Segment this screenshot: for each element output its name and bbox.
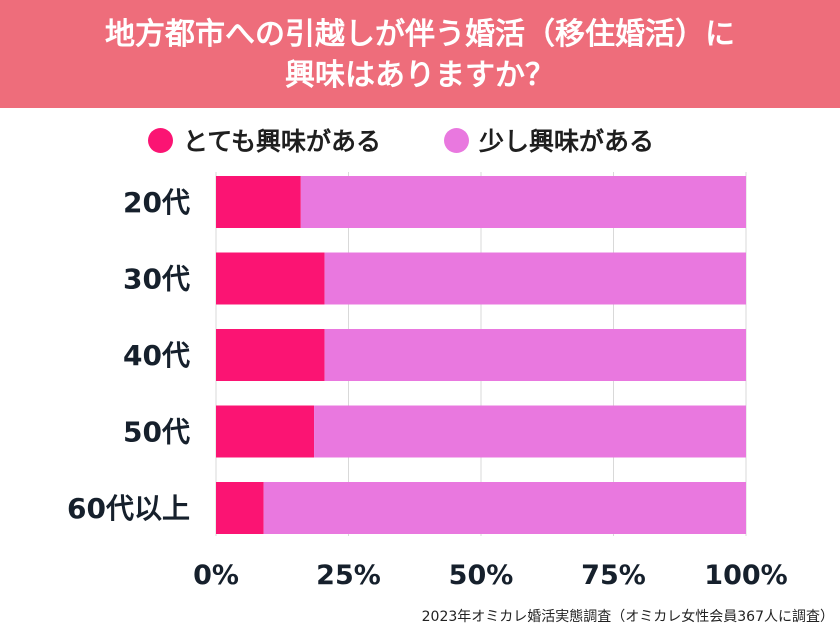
- chart-title-line-2: 興味はありますか？: [285, 58, 555, 93]
- bar-segment: [216, 482, 264, 534]
- x-tick-label: 100%: [704, 560, 787, 591]
- bar-segment: [216, 405, 315, 458]
- bar-segment: [263, 482, 746, 534]
- bar-segment: [216, 329, 325, 381]
- legend-label-somewhat-interested: 少し興味がある: [479, 127, 655, 156]
- legend: とても興味がある 少し興味がある: [0, 120, 840, 160]
- bar-segment: [324, 252, 746, 305]
- bar-segment: [300, 176, 746, 228]
- legend-item-very-interested: とても興味がある: [148, 120, 381, 160]
- legend-swatch-somewhat-interested: [444, 127, 469, 153]
- bar-segment: [216, 252, 325, 305]
- title-banner: 地方都市への引越しが伴う婚活（移住婚活）に 興味はありますか？: [0, 0, 840, 108]
- x-tick-label: 75%: [581, 560, 646, 591]
- legend-label-very-interested: とても興味がある: [183, 127, 382, 156]
- category-label: 50代: [123, 416, 190, 449]
- legend-item-somewhat-interested: 少し興味がある: [444, 120, 654, 160]
- legend-swatch-very-interested: [148, 127, 173, 153]
- category-label: 60代以上: [67, 492, 190, 525]
- bar-segment: [324, 329, 746, 381]
- chart-title-line-1: 地方都市への引越しが伴う婚活（移住婚活）に: [105, 17, 735, 52]
- category-label: 30代: [123, 263, 190, 296]
- bar-segment: [216, 176, 301, 228]
- x-tick-label: 0%: [193, 560, 239, 591]
- category-label: 40代: [123, 339, 190, 372]
- bar-segment: [314, 405, 746, 458]
- source-footnote: 2023年オミカレ婚活実態調査（オミカレ女性会員367人に調査）: [421, 609, 834, 625]
- category-label: 20代: [123, 186, 190, 219]
- x-tick-label: 25%: [316, 560, 381, 591]
- x-tick-label: 50%: [449, 560, 514, 591]
